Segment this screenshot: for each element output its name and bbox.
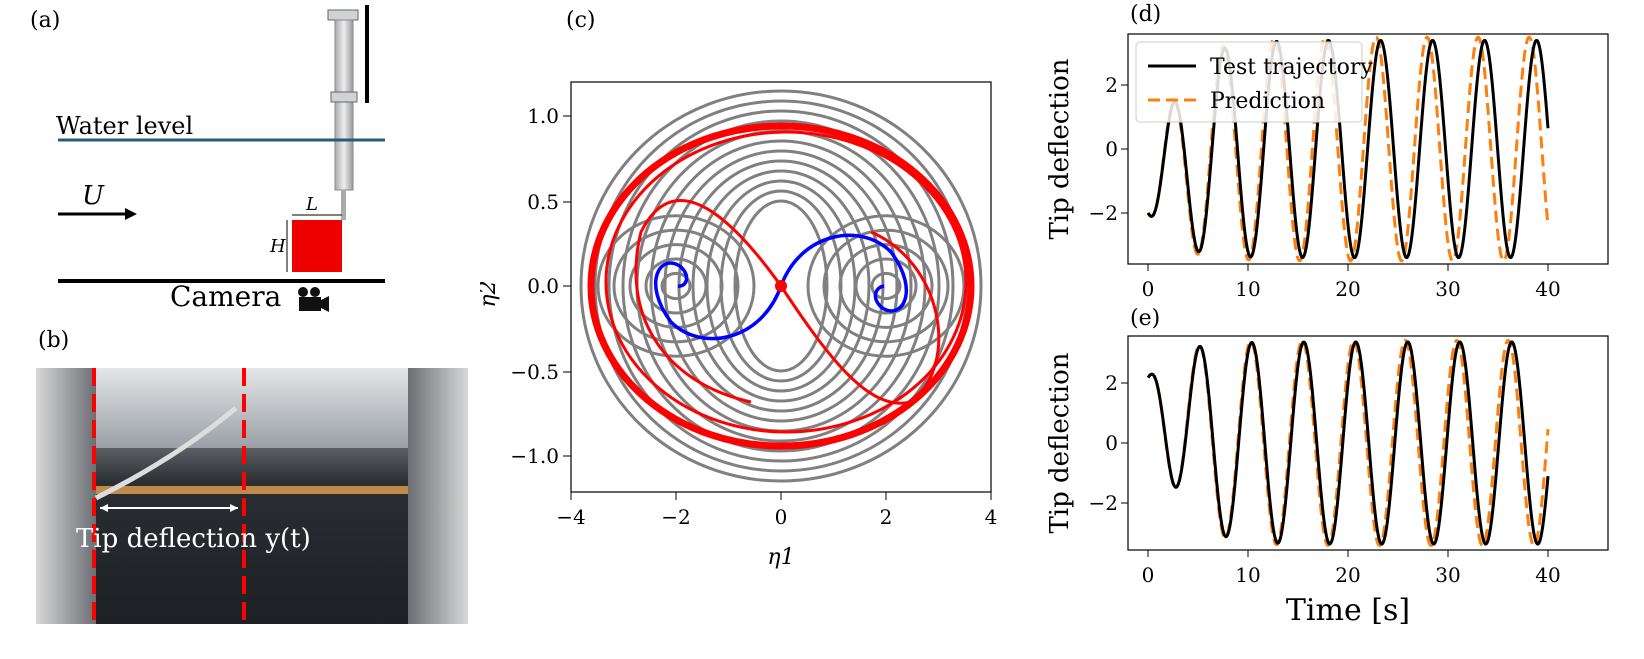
streamline-vortex <box>596 214 756 358</box>
panel-b-letter: (b) <box>38 328 70 353</box>
streamline-vortex <box>822 228 950 344</box>
panel-a-setup-diagram: Water level U L H Camera <box>56 5 385 313</box>
streamline-vortex <box>612 228 740 344</box>
d-xtick: 0 <box>1142 277 1155 301</box>
plate-height-label: H <box>269 236 286 257</box>
d-ytick: 2 <box>1105 73 1118 97</box>
e-xtick: 20 <box>1335 563 1360 587</box>
e-xtick: 30 <box>1435 563 1460 587</box>
e-xtick: 40 <box>1535 563 1560 587</box>
streamline-vortex <box>644 257 708 315</box>
d-xtick: 10 <box>1235 277 1260 301</box>
streamline <box>649 139 913 433</box>
water-level-label: Water level <box>56 112 193 140</box>
e-prediction-line <box>1146 339 1550 548</box>
c-ytick: 1.0 <box>527 104 559 128</box>
streamline-vortex <box>806 214 966 358</box>
camera-label: Camera <box>170 280 281 313</box>
d-ylabel: Tip deflection <box>1045 58 1075 239</box>
d-legend-test: Test trajectory <box>1210 55 1373 80</box>
c-xlabel: η1 <box>767 545 794 570</box>
c-xtick: 0 <box>775 505 788 529</box>
c-ylabel: η2 <box>480 280 501 307</box>
d-legend: Test trajectory Prediction <box>1135 41 1373 123</box>
d-xtick: 20 <box>1335 277 1360 301</box>
c-ytick: −1.0 <box>510 444 559 468</box>
streamline-vortex <box>870 271 902 301</box>
plate-length-label: L <box>305 194 318 215</box>
d-legend-pred: Prediction <box>1210 89 1325 114</box>
red-plate <box>292 220 342 272</box>
flow-velocity-label: U <box>82 181 105 211</box>
experiment-photo: Tip deflection y(t) <box>36 368 468 624</box>
c-xtick: −4 <box>556 505 585 529</box>
streamline-vortex <box>628 243 724 329</box>
e-ytick: 0 <box>1105 431 1118 455</box>
camera-icon <box>298 287 329 312</box>
saddle-point <box>775 280 787 292</box>
e-ytick: −2 <box>1089 491 1118 515</box>
streamline <box>663 149 899 423</box>
tip-deflection-photo-label: Tip deflection y(t) <box>76 524 311 554</box>
c-ytick: −0.5 <box>510 360 559 384</box>
streamline <box>607 109 955 463</box>
e-xlabel: Time [s] <box>1286 593 1410 628</box>
panel-a-letter: (a) <box>30 8 61 33</box>
phase-portrait: −4 −2 0 2 4 1.0 0.5 0.0 −0.5 −1.0 η1 η2 <box>480 81 998 570</box>
streamline <box>579 89 983 483</box>
e-xtick: 0 <box>1142 563 1155 587</box>
chart-d: Test trajectory Prediction 0 10 20 30 40 2… <box>1045 33 1609 301</box>
d-ytick: −2 <box>1089 201 1118 225</box>
d-xtick: 40 <box>1535 277 1560 301</box>
e-ylabel: Tip deflection <box>1045 352 1075 533</box>
red-trajectory <box>587 122 975 450</box>
c-xtick: −2 <box>661 505 690 529</box>
e-xtick: 10 <box>1235 563 1260 587</box>
streamline <box>733 199 829 373</box>
d-xtick: 30 <box>1435 277 1460 301</box>
e-test-line <box>1146 340 1550 546</box>
c-ytick: 0.0 <box>527 274 559 298</box>
panel-e-letter: (e) <box>1130 306 1161 331</box>
c-xtick: 2 <box>880 505 893 529</box>
d-ytick: 0 <box>1105 137 1118 161</box>
c-ytick: 0.5 <box>527 190 559 214</box>
panel-c-letter: (c) <box>566 8 596 33</box>
streamline-vortex <box>838 243 934 329</box>
panel-d-letter: (d) <box>1130 2 1162 27</box>
e-ytick: 2 <box>1105 371 1118 395</box>
streamline-vortex <box>660 271 692 301</box>
streamline-vortex <box>854 257 918 315</box>
streamline <box>691 169 871 403</box>
c-xtick: 4 <box>985 505 998 529</box>
blue-trajectory <box>653 233 909 341</box>
chart-e: 0 10 20 30 40 20 −2 Tip deflection Time [s… <box>1045 335 1609 628</box>
